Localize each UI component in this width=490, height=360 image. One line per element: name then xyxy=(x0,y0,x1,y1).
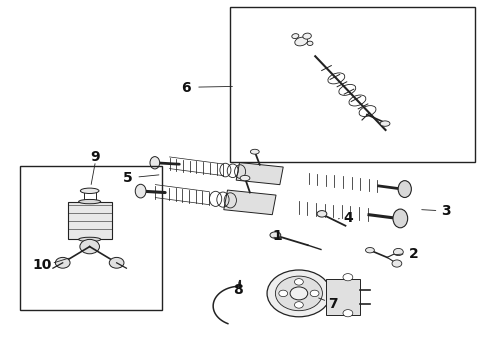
Ellipse shape xyxy=(135,184,146,198)
Bar xyxy=(230,7,475,162)
Text: 1: 1 xyxy=(272,229,282,243)
Ellipse shape xyxy=(270,232,281,238)
Circle shape xyxy=(55,257,70,268)
Circle shape xyxy=(343,310,353,317)
Circle shape xyxy=(80,239,99,254)
Text: 6: 6 xyxy=(181,81,191,95)
Ellipse shape xyxy=(380,121,390,126)
Ellipse shape xyxy=(307,41,313,45)
Ellipse shape xyxy=(398,181,412,198)
Ellipse shape xyxy=(150,157,160,169)
Text: 3: 3 xyxy=(441,204,451,217)
Circle shape xyxy=(109,257,124,268)
Bar xyxy=(236,162,283,185)
Ellipse shape xyxy=(393,209,408,228)
Ellipse shape xyxy=(292,33,299,39)
Text: 5: 5 xyxy=(122,171,132,185)
Text: 10: 10 xyxy=(32,258,51,271)
Circle shape xyxy=(343,274,353,281)
Text: 4: 4 xyxy=(343,211,353,225)
Ellipse shape xyxy=(366,248,374,253)
Ellipse shape xyxy=(250,149,259,154)
Circle shape xyxy=(392,260,402,267)
Circle shape xyxy=(294,279,303,285)
Bar xyxy=(68,202,112,239)
Ellipse shape xyxy=(295,37,308,46)
Circle shape xyxy=(267,270,331,317)
Bar xyxy=(20,166,162,310)
Circle shape xyxy=(290,287,308,300)
Bar xyxy=(326,279,360,315)
Circle shape xyxy=(275,276,322,311)
Text: 8: 8 xyxy=(233,283,243,297)
Circle shape xyxy=(393,248,403,256)
Text: 9: 9 xyxy=(91,150,100,163)
Text: 7: 7 xyxy=(328,297,338,311)
Bar xyxy=(224,190,276,215)
Ellipse shape xyxy=(80,188,99,194)
Circle shape xyxy=(294,302,303,308)
Ellipse shape xyxy=(303,33,311,39)
Ellipse shape xyxy=(240,175,250,181)
Ellipse shape xyxy=(78,199,101,204)
Circle shape xyxy=(310,290,319,297)
Ellipse shape xyxy=(78,237,101,242)
Ellipse shape xyxy=(317,211,327,217)
Text: 2: 2 xyxy=(409,247,419,261)
Circle shape xyxy=(279,290,288,297)
